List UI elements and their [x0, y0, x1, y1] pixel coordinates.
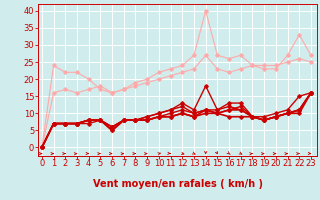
- X-axis label: Vent moyen/en rafales ( km/h ): Vent moyen/en rafales ( km/h ): [92, 179, 263, 189]
